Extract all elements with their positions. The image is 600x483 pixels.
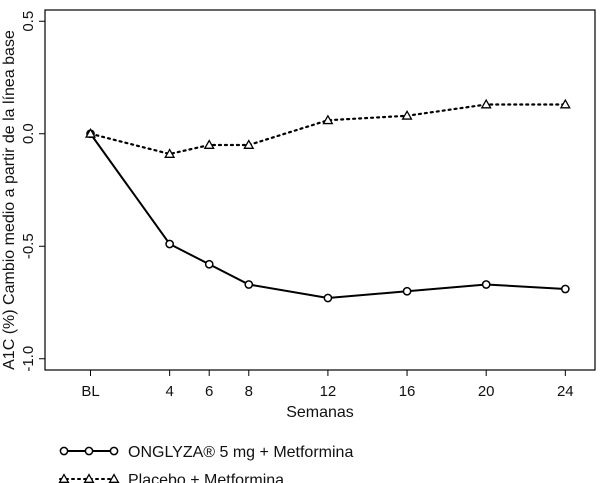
legend-label: Placebo + Metformina	[128, 472, 284, 483]
x-tick-label: 24	[557, 383, 574, 400]
data-point	[244, 280, 254, 289]
x-tick-label: 6	[205, 383, 213, 400]
series-line	[89, 133, 566, 300]
data-point	[559, 98, 571, 109]
y-axis: 0.5 0.0 -0.5 -1.0	[20, 11, 45, 372]
x-tick-label: 20	[478, 383, 495, 400]
series-1	[86, 129, 570, 303]
x-tick-label: 12	[320, 383, 337, 400]
legend-item: Placebo + Metformina	[58, 472, 284, 483]
data-point	[165, 239, 174, 249]
legend-item: ONGLYZA® 5 mg + Metformina	[59, 444, 353, 461]
data-point	[84, 128, 97, 138]
y-tick-label: -0.5	[20, 233, 37, 259]
plot-frame	[44, 9, 596, 371]
data-point	[560, 284, 570, 294]
y-axis-title: A1C (%) Cambio medio a partir de la líne…	[1, 30, 18, 370]
data-point	[204, 259, 214, 269]
legend-marker	[84, 446, 94, 456]
x-tick-label: 8	[245, 383, 253, 400]
y-tick-label: 0.0	[20, 123, 37, 144]
data-point	[480, 98, 492, 109]
x-tick-label: BL	[81, 383, 99, 400]
x-axis: BL 4 6 8 12 16 20 24	[81, 370, 574, 400]
x-tick-label: 16	[399, 383, 416, 400]
data-point	[243, 139, 255, 149]
x-tick-label: 4	[165, 383, 173, 400]
y-tick-label: -1.0	[20, 346, 37, 372]
data-point	[164, 148, 176, 158]
series-line	[89, 103, 567, 156]
y-tick-label: 0.5	[20, 11, 37, 32]
legend-marker	[59, 446, 69, 456]
series-2	[84, 98, 571, 158]
series-layer	[84, 98, 571, 303]
legend-marker	[58, 473, 70, 483]
data-point	[203, 139, 215, 149]
data-point	[323, 293, 333, 303]
data-point	[402, 286, 412, 296]
data-point	[481, 280, 491, 289]
x-axis-title: Semanas	[286, 404, 354, 421]
data-point	[322, 114, 334, 125]
legend-marker	[108, 473, 120, 483]
plot-border	[44, 9, 596, 371]
legend-marker	[109, 446, 119, 456]
data-point	[401, 110, 413, 120]
legend-marker	[83, 473, 95, 483]
legend-label: ONGLYZA® 5 mg + Metformina	[128, 444, 353, 461]
legend: ONGLYZA® 5 mg + Metformina Placebo + Metf…	[58, 444, 353, 483]
